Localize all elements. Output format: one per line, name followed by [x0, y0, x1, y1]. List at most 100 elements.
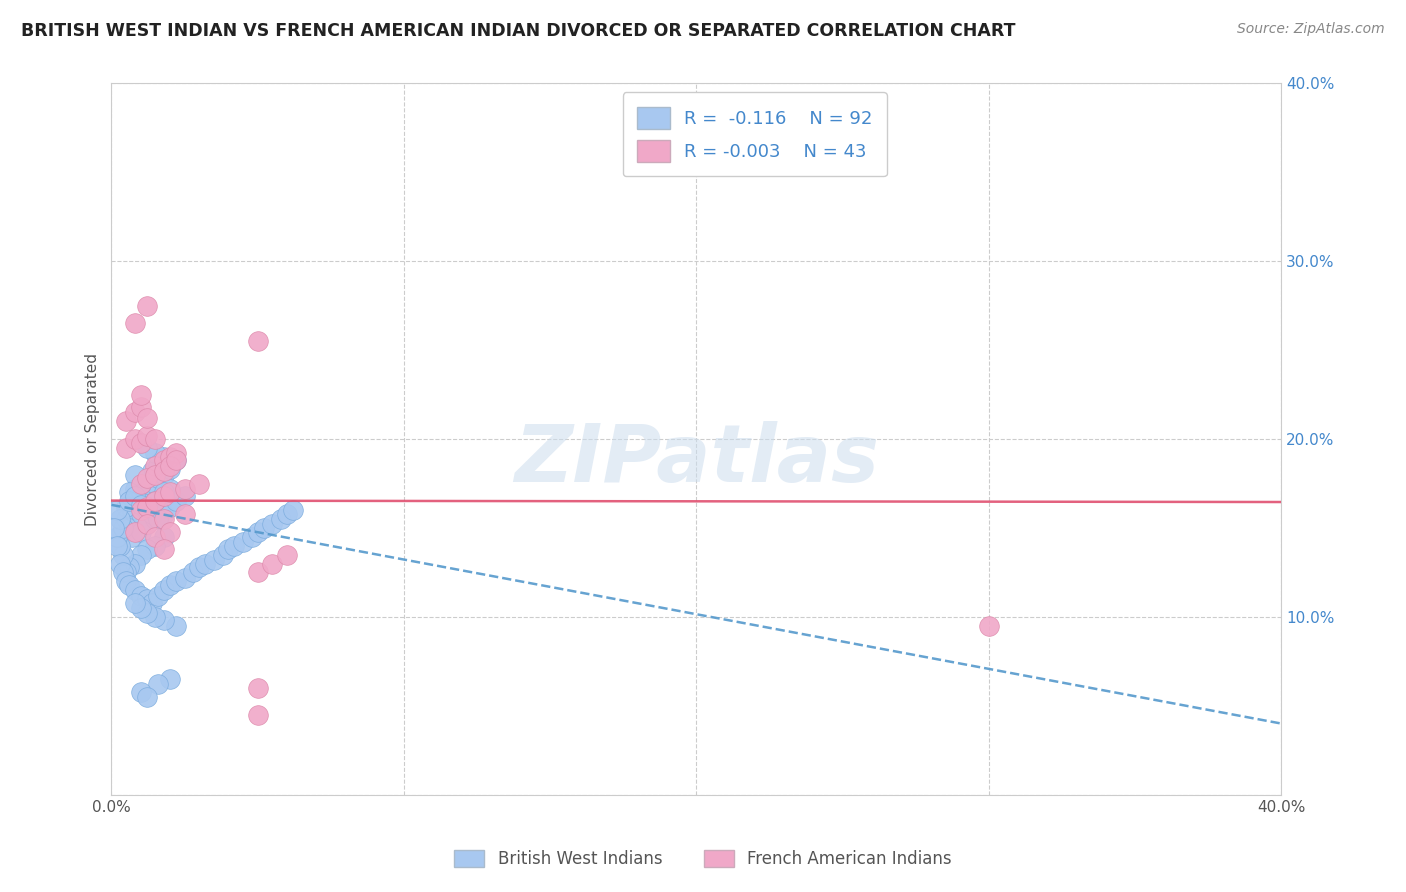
Point — [112, 566, 135, 580]
Point — [124, 489, 146, 503]
Point — [252, 521, 274, 535]
Point — [135, 441, 157, 455]
Point — [115, 500, 138, 514]
Point — [240, 530, 263, 544]
Point — [194, 557, 217, 571]
Point — [153, 489, 176, 503]
Point — [118, 560, 141, 574]
Point — [129, 476, 152, 491]
Point — [153, 512, 176, 526]
Point — [143, 494, 166, 508]
Point — [276, 507, 298, 521]
Point — [224, 539, 246, 553]
Point — [129, 476, 152, 491]
Point — [153, 614, 176, 628]
Point — [153, 507, 176, 521]
Point — [173, 507, 195, 521]
Point — [129, 503, 152, 517]
Point — [141, 489, 163, 503]
Point — [124, 482, 146, 496]
Point — [143, 494, 166, 508]
Point — [121, 530, 143, 544]
Point — [153, 530, 176, 544]
Point — [124, 596, 146, 610]
Point — [262, 517, 284, 532]
Point — [153, 453, 176, 467]
Point — [141, 507, 163, 521]
Point — [202, 553, 225, 567]
Point — [129, 524, 152, 539]
Point — [153, 542, 176, 557]
Point — [115, 574, 138, 589]
Point — [135, 410, 157, 425]
Point — [143, 446, 166, 460]
Point — [153, 450, 176, 464]
Point — [148, 458, 170, 473]
Point — [143, 512, 166, 526]
Point — [135, 592, 157, 607]
Point — [108, 557, 131, 571]
Point — [165, 574, 187, 589]
Point — [124, 317, 146, 331]
Point — [129, 485, 152, 500]
Point — [115, 512, 138, 526]
Point — [159, 450, 181, 464]
Point — [124, 557, 146, 571]
Point — [143, 530, 166, 544]
Point — [118, 521, 141, 535]
Point — [153, 583, 176, 598]
Point — [141, 596, 163, 610]
Point — [115, 414, 138, 428]
Point — [276, 548, 298, 562]
Y-axis label: Divorced or Separated: Divorced or Separated — [86, 352, 100, 525]
Point — [135, 428, 157, 442]
Text: ZIPatlas: ZIPatlas — [515, 421, 879, 500]
Point — [121, 503, 143, 517]
Point — [159, 672, 181, 686]
Text: Source: ZipAtlas.com: Source: ZipAtlas.com — [1237, 22, 1385, 37]
Point — [246, 707, 269, 722]
Point — [262, 557, 284, 571]
Point — [246, 681, 269, 695]
Point — [143, 476, 166, 491]
Point — [135, 503, 157, 517]
Point — [165, 453, 187, 467]
Point — [135, 500, 157, 514]
Point — [143, 467, 166, 482]
Point — [112, 548, 135, 562]
Point — [124, 494, 146, 508]
Point — [159, 482, 181, 496]
Point — [270, 512, 292, 526]
Point — [118, 578, 141, 592]
Legend: British West Indians, French American Indians: British West Indians, French American In… — [447, 843, 959, 875]
Point — [246, 524, 269, 539]
Legend: R =  -0.116    N = 92, R = -0.003    N = 43: R = -0.116 N = 92, R = -0.003 N = 43 — [623, 93, 887, 177]
Point — [153, 464, 176, 478]
Point — [135, 607, 157, 621]
Point — [135, 471, 157, 485]
Point — [165, 453, 187, 467]
Point — [129, 435, 152, 450]
Point — [281, 503, 304, 517]
Point — [135, 517, 157, 532]
Point — [129, 684, 152, 698]
Point — [159, 578, 181, 592]
Point — [124, 405, 146, 419]
Point — [141, 464, 163, 478]
Point — [159, 524, 181, 539]
Point — [217, 542, 239, 557]
Point — [173, 482, 195, 496]
Point — [135, 476, 157, 491]
Point — [115, 566, 138, 580]
Point — [129, 507, 152, 521]
Point — [112, 521, 135, 535]
Point — [246, 334, 269, 349]
Point — [165, 619, 187, 633]
Point — [148, 471, 170, 485]
Point — [108, 512, 131, 526]
Point — [148, 677, 170, 691]
Point — [135, 542, 157, 557]
Point — [159, 458, 181, 473]
Point — [129, 601, 152, 615]
Point — [105, 539, 128, 553]
